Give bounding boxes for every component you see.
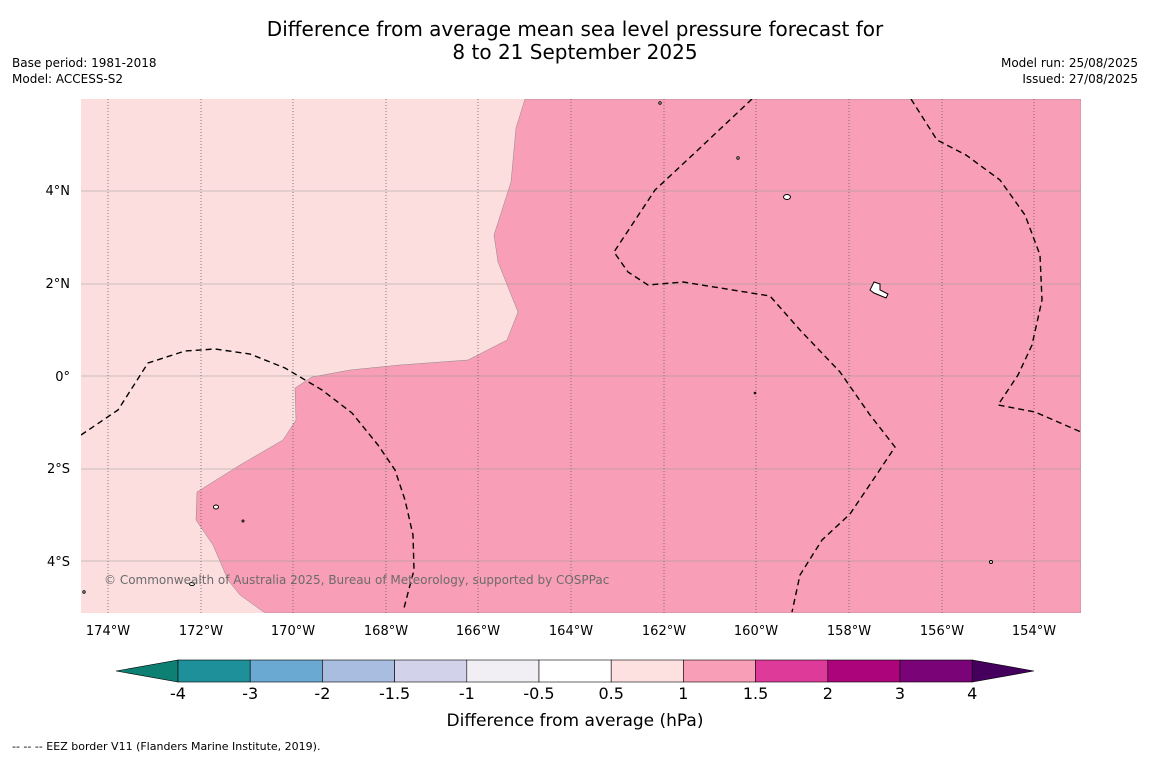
island-marker [753,391,757,395]
map-title-line1: Difference from average mean sea level p… [266,17,884,41]
meta-right: Model run: 25/08/2025 Issued: 27/08/2025 [1001,55,1138,87]
colorbar-label: Difference from average (hPa) [447,711,704,731]
lon-tick-label: 168°W [364,624,408,639]
copyright-text: © Commonwealth of Australia 2025, Bureau… [104,573,609,587]
colorbar-tick-label: -2 [314,684,330,703]
model-run-text: Model run: 25/08/2025 [1000,56,1138,70]
colorbar-extend-low [115,659,179,683]
island-marker [658,101,662,105]
map-title: Difference from average mean sea level p… [0,18,1150,64]
colorbar-tick-label: 2 [823,684,833,703]
colorbar-segment [538,659,612,683]
colorbar-tick-label: -1.5 [379,684,410,703]
island-marker [783,194,791,200]
colorbar-segment [466,659,540,683]
island-marker [82,590,86,594]
lon-tick-label: 166°W [456,624,500,639]
island-marker [213,504,219,510]
colorbar-ticks: -4 -3 -2 -1.5 -1 -0.5 0.5 1 1.5 2 3 4 [170,684,977,703]
eez-border-central [613,99,896,613]
lat-tick-label: 0° [55,370,70,385]
colorbar-tick-label: -3 [242,684,258,703]
latitude-labels: 4°N 2°N 0° 2°S 4°S [46,184,71,570]
colorbar [115,659,1035,683]
island-marker [736,156,740,160]
anomaly-band-1-to-1-5 [195,99,1081,613]
lon-tick-label: 172°W [179,624,223,639]
model-text: Model: ACCESS-S2 [12,72,124,86]
colorbar-tick-label: -4 [170,684,186,703]
island-marker [869,281,889,299]
islands [82,101,993,594]
lon-tick-label: 160°W [734,624,778,639]
colorbar-segment [177,659,251,683]
longitude-labels: 174°W 172°W 170°W 168°W 166°W 164°W 162°… [86,624,1056,639]
eez-borders [81,99,1081,613]
eez-border-west [81,348,415,609]
colorbar-tick-label: -0.5 [523,684,554,703]
lat-tick-label: 4°S [47,555,70,570]
issued-text: Issued: 27/08/2025 [1022,72,1138,86]
colorbar-segment [827,659,901,683]
eez-border-east [910,99,1081,433]
lon-tick-label: 154°W [1012,624,1056,639]
colorbar-segment [394,659,468,683]
map-area: © Commonwealth of Australia 2025, Bureau… [81,99,1081,613]
colorbar-tick-label: 0.5 [598,684,623,703]
lat-tick-label: 2°N [46,277,71,292]
eez-legend-note: -- -- -- EEZ border V11 (Flanders Marine… [12,740,321,753]
base-period-text: Base period: 1981-2018 [12,56,157,70]
colorbar-tick-label: -1 [459,684,475,703]
colorbar-tick-label: 1.5 [743,684,768,703]
latitude-grid [81,190,1081,562]
colorbar-segment [249,659,323,683]
lon-tick-label: 164°W [549,624,593,639]
colorbar-extend-high [971,659,1035,683]
island-marker [989,560,993,564]
lon-tick-label: 158°W [827,624,871,639]
colorbar-segment [683,659,756,683]
colorbar-segment [322,659,395,683]
lon-tick-label: 162°W [642,624,686,639]
lon-tick-label: 174°W [86,624,130,639]
lat-tick-label: 2°S [47,462,70,477]
colorbar-tick-label: 1 [678,684,688,703]
lat-tick-label: 4°N [46,184,71,199]
lon-tick-label: 156°W [920,624,964,639]
colorbar-segment [755,659,829,683]
lon-tick-label: 170°W [271,624,315,639]
island-marker [189,582,195,586]
colorbar-segment [610,659,684,683]
meta-left: Base period: 1981-2018 Model: ACCESS-S2 [12,55,157,87]
island-marker [241,519,245,523]
colorbar-tick-label: 3 [895,684,905,703]
colorbar-segment [899,659,973,683]
map-title-line2: 8 to 21 September 2025 [452,40,698,64]
colorbar-tick-label: 4 [967,684,977,703]
